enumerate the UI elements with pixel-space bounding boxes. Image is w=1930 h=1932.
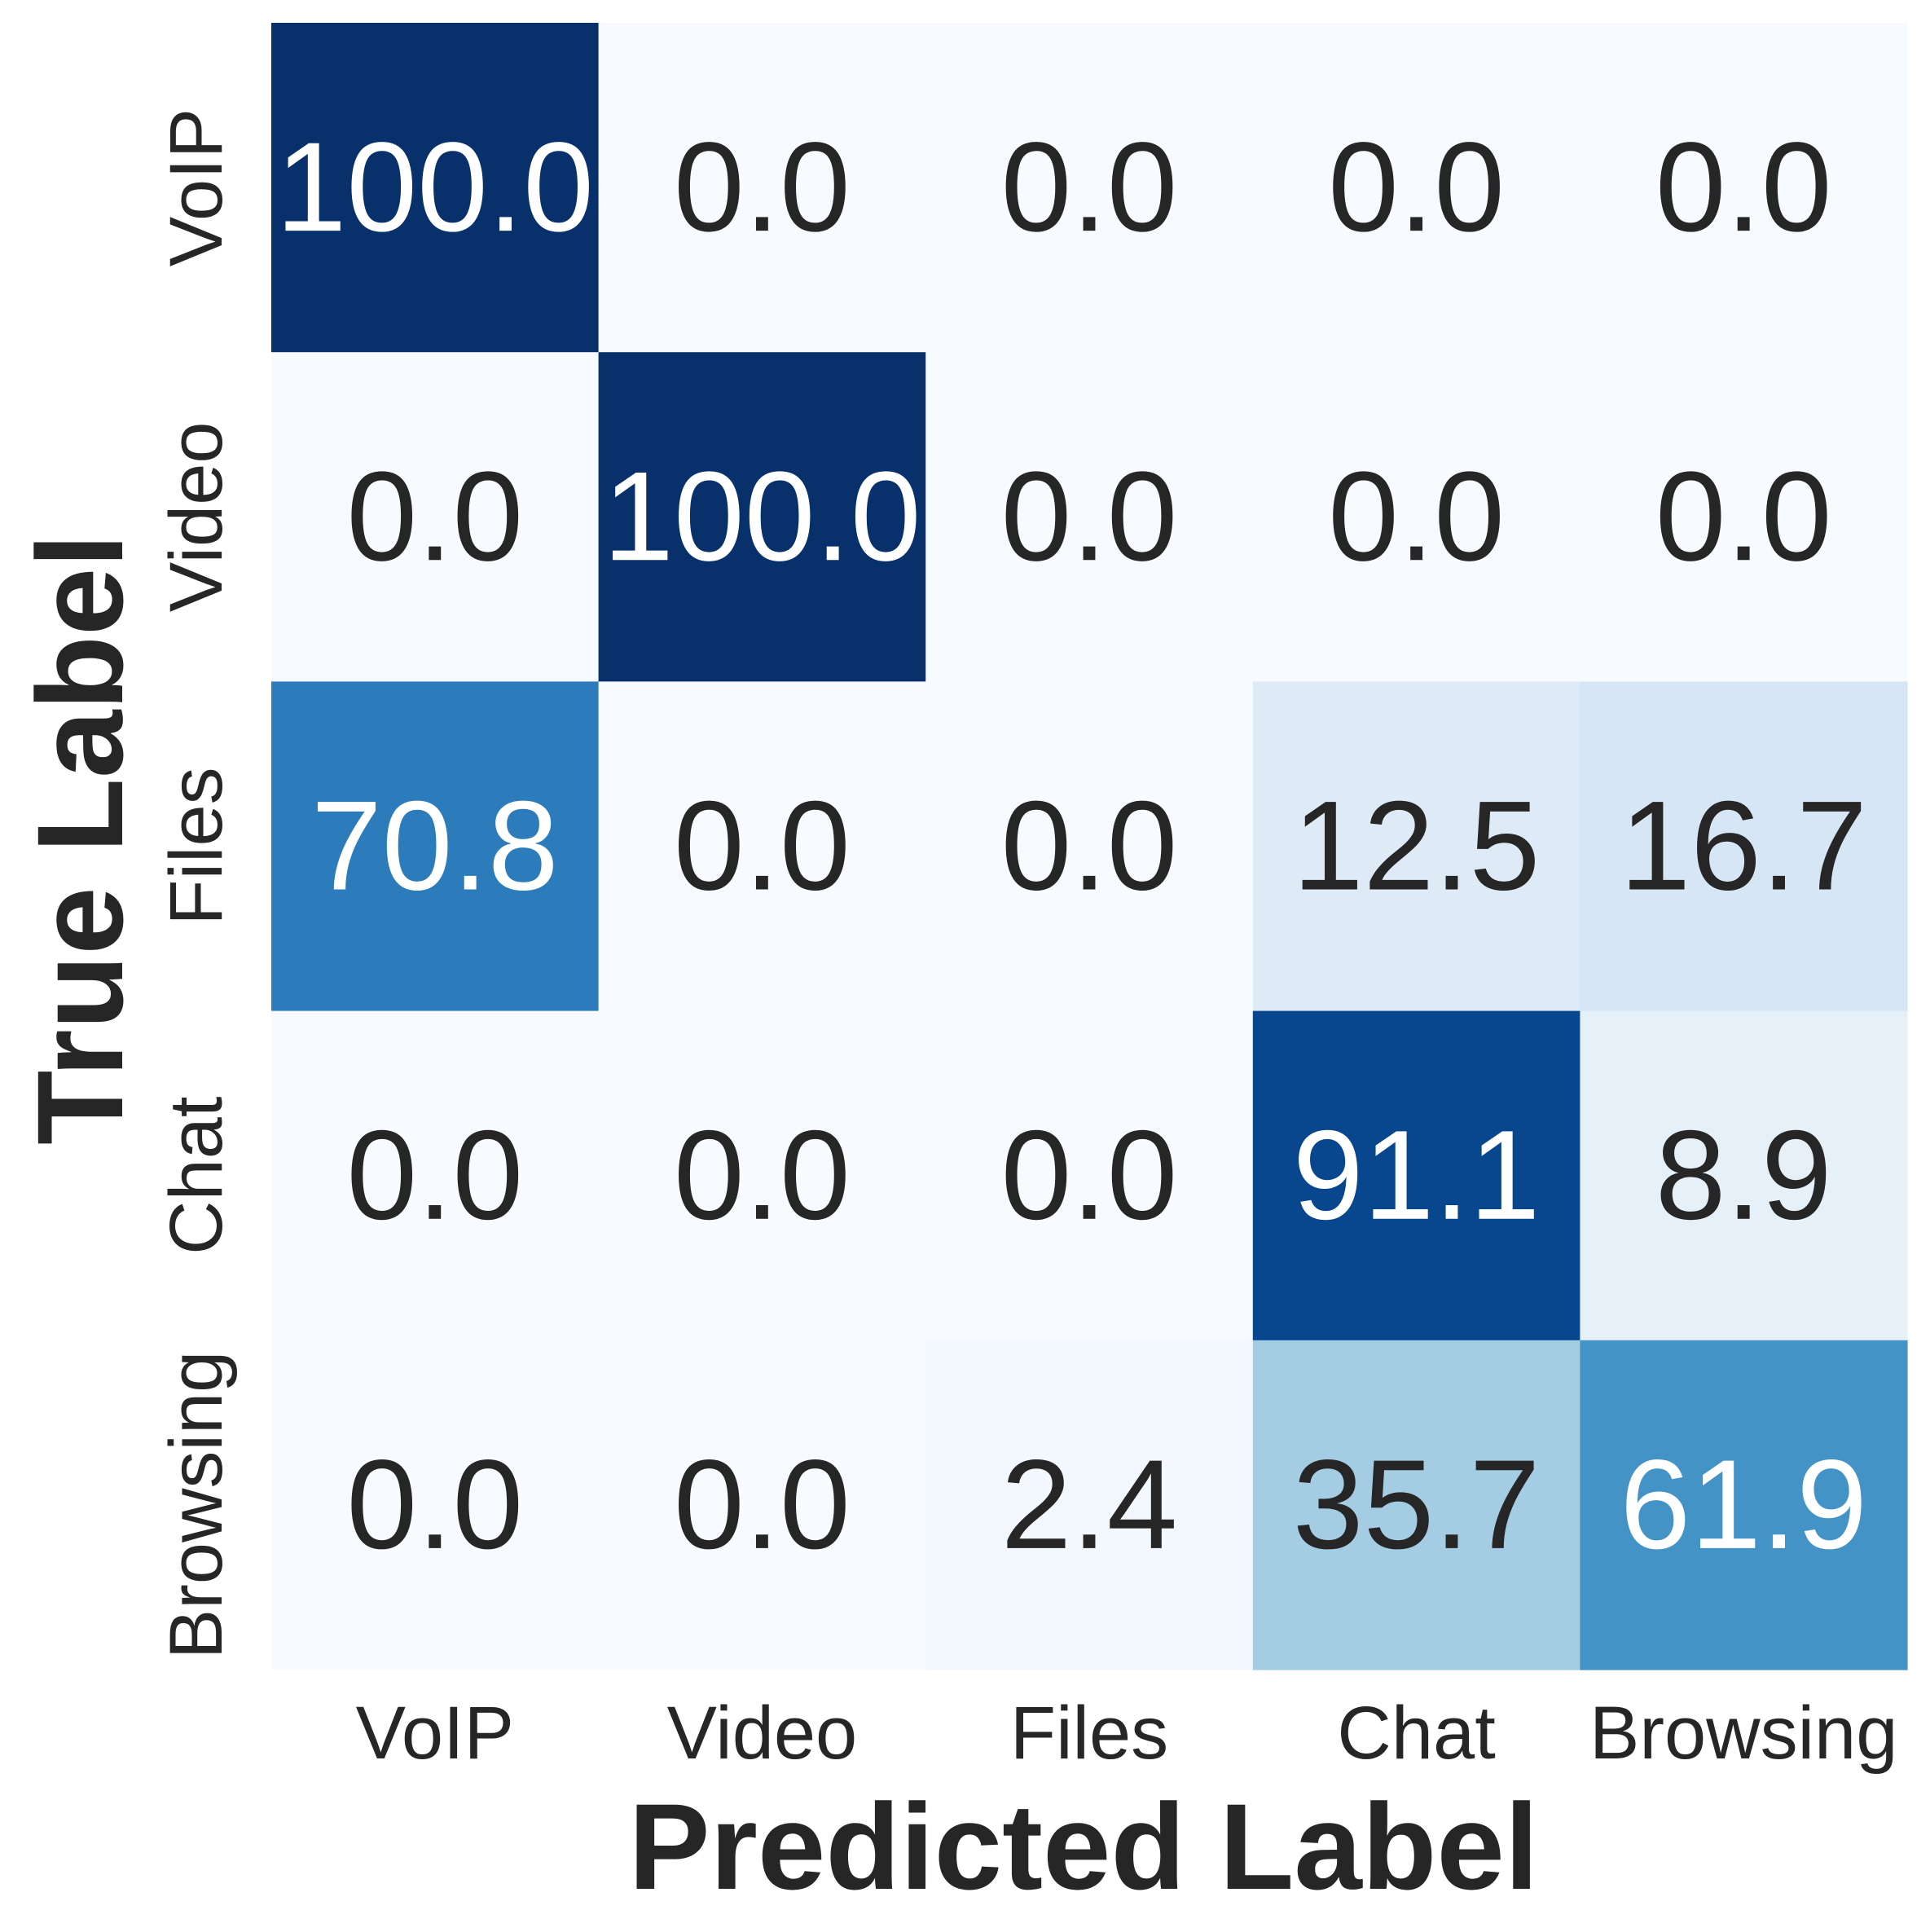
heatmap-cell-r0-c1 (598, 23, 926, 353)
x-tick-label-files: Files (1010, 1692, 1168, 1775)
heatmap-cells (271, 23, 1908, 1670)
cell-value-label-r2-c0: 70.8 (311, 776, 559, 918)
cell-value-label-r4-c4: 61.9 (1620, 1434, 1867, 1576)
heatmap-cell-r1-c1 (598, 352, 926, 682)
heatmap-cell-r3-c2 (925, 1010, 1254, 1341)
y-tick-label-chat: Chat (155, 1097, 238, 1255)
heatmap-cell-r1-c4 (1580, 352, 1908, 682)
heatmap-cell-r2-c2 (925, 681, 1254, 1012)
heatmap-cell-r3-c1 (598, 1010, 926, 1341)
heatmap-cell-r2-c0 (271, 681, 600, 1012)
heatmap-cell-r2-c3 (1252, 681, 1580, 1012)
cell-value-label-r0-c4: 0.0 (1655, 117, 1832, 258)
heatmap-cell-r3-c4 (1580, 1010, 1908, 1341)
x-tick-label-chat: Chat (1337, 1692, 1495, 1775)
cell-value-label-r4-c2: 2.4 (1001, 1434, 1178, 1576)
heatmap-cell-r4-c1 (598, 1340, 926, 1670)
x-tick-labels: VoIP Video Files Chat Browsing (356, 1692, 1898, 1775)
cell-value-label-r2-c4: 16.7 (1620, 776, 1867, 918)
heatmap-cell-r0-c4 (1580, 23, 1908, 353)
y-tick-label-files: Files (155, 767, 238, 925)
heatmap-cell-r1-c0 (271, 352, 600, 682)
heatmap-cell-r3-c3 (1252, 1010, 1580, 1341)
cell-value-label-r0-c1: 0.0 (674, 117, 851, 258)
x-tick-label-voip: VoIP (356, 1692, 514, 1775)
heatmap-cell-r4-c0 (271, 1340, 600, 1670)
cell-value-label-r4-c1: 0.0 (674, 1434, 851, 1576)
heatmap-cell-r2-c4 (1580, 681, 1908, 1012)
heatmap-cell-labels: 100.0 0.0 0.0 0.0 0.0 0.0 100.0 0.0 0.0 0.0 70.8 0.… (276, 117, 1867, 1576)
heatmap-cell-r0-c2 (925, 23, 1254, 353)
cell-value-label-r3-c0: 0.0 (346, 1105, 523, 1247)
heatmap-cell-r0-c0 (271, 23, 600, 353)
heatmap-cell-r1-c3 (1252, 352, 1580, 682)
x-tick-label-browsing: Browsing (1589, 1692, 1897, 1775)
cell-value-label-r1-c2: 0.0 (1001, 446, 1178, 588)
cell-value-label-r2-c1: 0.0 (674, 776, 851, 918)
cell-value-label-r1-c4: 0.0 (1655, 446, 1832, 588)
x-tick-label-video: Video (667, 1692, 858, 1775)
cell-value-label-r3-c3: 91.1 (1293, 1105, 1541, 1247)
heatmap-cell-r4-c4 (1580, 1340, 1908, 1670)
heatmap-cell-r0-c3 (1252, 23, 1580, 353)
cell-value-label-r2-c2: 0.0 (1001, 776, 1178, 918)
heatmap-cell-r4-c3 (1252, 1340, 1580, 1670)
heatmap-cell-r3-c0 (271, 1010, 600, 1341)
cell-value-label-r0-c0: 100.0 (276, 117, 594, 258)
cell-value-label-r3-c1: 0.0 (674, 1105, 851, 1247)
x-axis-label: Predicted Label (628, 1778, 1538, 1915)
cell-value-label-r1-c1: 100.0 (603, 446, 921, 588)
heatmap-cell-r2-c1 (598, 681, 926, 1012)
y-tick-label-video: Video (155, 421, 238, 612)
y-axis-label: True Label (11, 534, 148, 1145)
cell-value-label-r4-c0: 0.0 (346, 1434, 523, 1576)
cell-value-label-r4-c3: 35.7 (1293, 1434, 1541, 1576)
y-tick-label-browsing: Browsing (155, 1351, 238, 1659)
heatmap-cell-r1-c2 (925, 352, 1254, 682)
cell-value-label-r3-c4: 8.9 (1655, 1105, 1832, 1247)
cell-value-label-r1-c0: 0.0 (346, 446, 523, 588)
cell-value-label-r1-c3: 0.0 (1328, 446, 1505, 588)
cell-value-label-r3-c2: 0.0 (1001, 1105, 1178, 1247)
heatmap-cell-r4-c2 (925, 1340, 1254, 1670)
cell-value-label-r0-c2: 0.0 (1001, 117, 1178, 258)
y-tick-label-voip: VoIP (155, 108, 238, 266)
cell-value-label-r2-c3: 12.5 (1293, 776, 1541, 918)
cell-value-label-r0-c3: 0.0 (1328, 117, 1505, 258)
y-tick-labels: VoIP Video Files Chat Browsing (155, 108, 238, 1659)
